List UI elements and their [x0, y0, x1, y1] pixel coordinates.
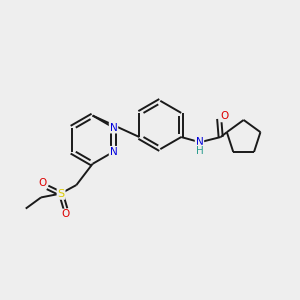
Text: O: O: [61, 209, 70, 220]
Text: N: N: [110, 123, 117, 133]
Text: O: O: [220, 111, 229, 122]
Text: S: S: [58, 189, 64, 199]
Text: H: H: [196, 146, 203, 156]
Text: N: N: [196, 137, 203, 147]
Text: N: N: [110, 147, 117, 157]
Text: O: O: [38, 178, 46, 188]
